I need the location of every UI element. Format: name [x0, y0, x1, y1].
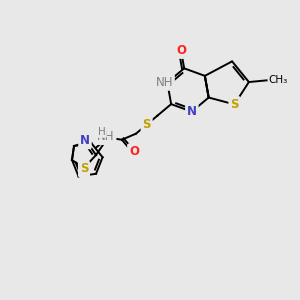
Text: CH₃: CH₃	[269, 75, 288, 85]
Text: O: O	[176, 44, 186, 57]
Text: NH: NH	[97, 130, 115, 143]
Text: N: N	[80, 134, 90, 148]
Text: S: S	[230, 98, 238, 111]
Text: NH: NH	[156, 76, 173, 89]
Text: N: N	[187, 105, 197, 118]
Text: O: O	[129, 145, 139, 158]
Text: S: S	[142, 118, 151, 131]
Text: H: H	[98, 127, 106, 137]
Text: S: S	[80, 163, 88, 176]
